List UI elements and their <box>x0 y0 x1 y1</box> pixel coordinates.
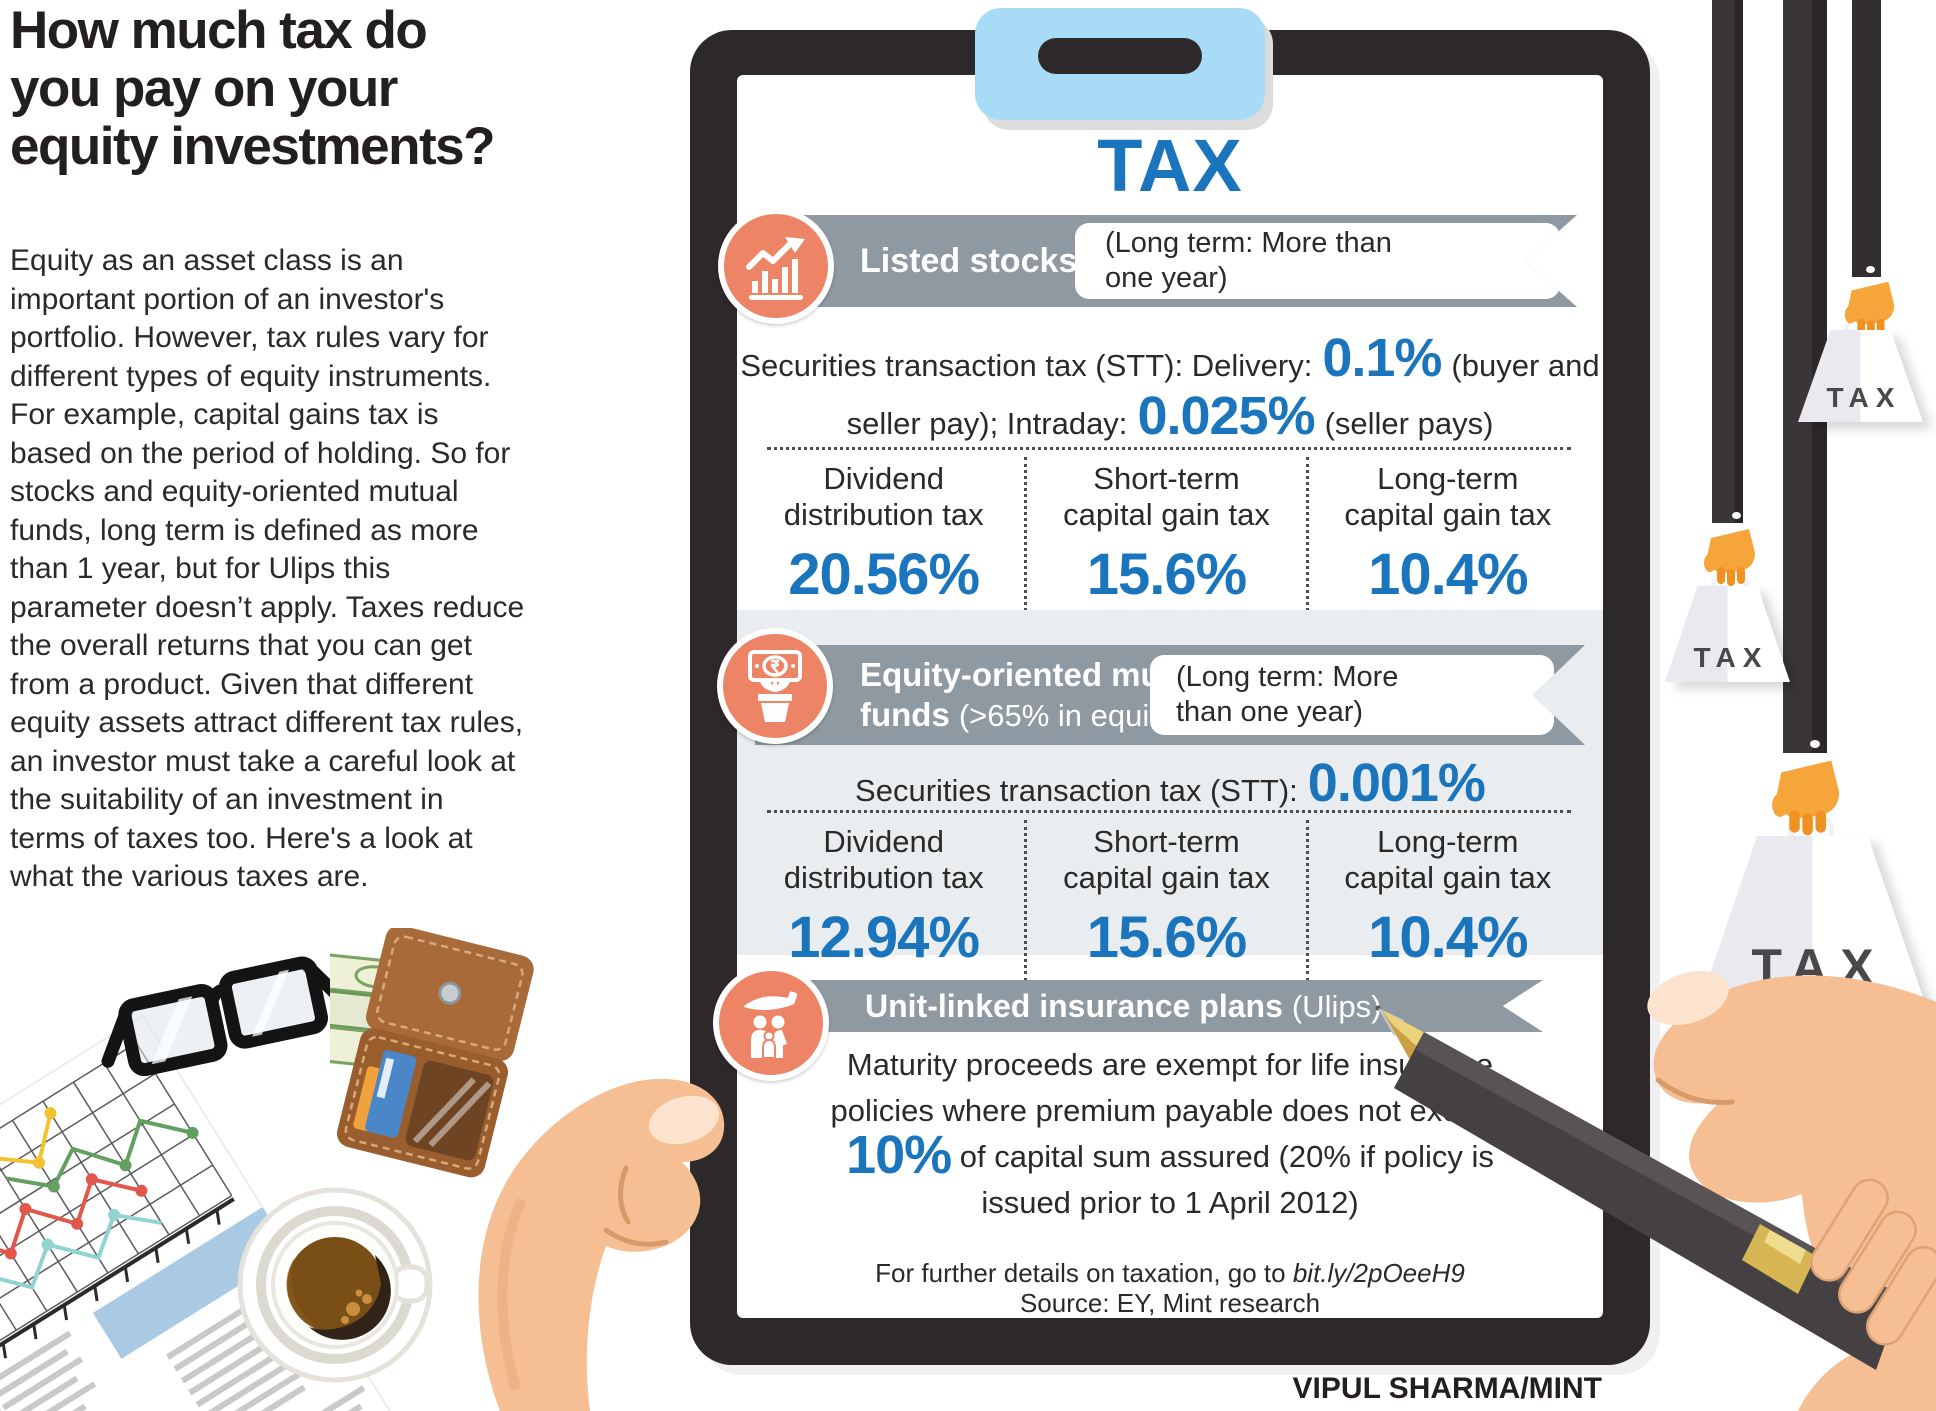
tax-label-line: capital gain tax <box>1344 860 1552 895</box>
tax-rate-cell: Short-term capital gain tax 15.6% <box>1024 820 1305 981</box>
hanging-arm <box>1852 0 1881 277</box>
section-subtitle: (Ulips) <box>1291 989 1382 1024</box>
term-note-box: (Long term: More than one year) <box>1150 655 1554 735</box>
stock-growth-icon <box>718 208 834 324</box>
tax-rate-columns-listed-stocks: Dividend distribution tax 20.56% Short-te… <box>743 457 1587 618</box>
holding-hand-icon <box>1772 752 1840 836</box>
dotted-divider <box>767 810 1571 813</box>
tax-label-line: capital gain tax <box>1063 497 1270 532</box>
stt-rate: 0.001% <box>1307 753 1486 813</box>
stt-text: Securities transaction tax (STT): Delive… <box>740 348 1313 383</box>
tax-label-line: Short-term <box>1093 461 1240 496</box>
coffee-cup-icon <box>237 1187 433 1383</box>
tax-label: Dividend distribution tax <box>749 461 1018 533</box>
page-title-line: you pay on your <box>10 59 398 118</box>
stt-text: Securities transaction tax (STT): <box>855 773 1298 808</box>
term-note-box: (Long term: More than one year) <box>1075 223 1560 299</box>
term-note: (Long term: More than one year) <box>1176 661 1399 728</box>
ulips-body-text: Maturity proceeds are exempt for life in… <box>827 1042 1513 1226</box>
cuff-button <box>1810 740 1820 748</box>
tax-label: Dividend distribution tax <box>749 824 1018 896</box>
section-title: funds <box>860 696 950 733</box>
stt-line-2: seller pay); Intraday: 0.025% (seller pa… <box>737 385 1603 447</box>
tax-weight-label: TAX <box>1693 642 1769 673</box>
tax-value: 12.94% <box>788 905 980 970</box>
cuff-button <box>1866 266 1875 273</box>
mutual-fund-growth-icon <box>717 628 833 744</box>
tax-label-line: Short-term <box>1093 824 1240 859</box>
stt-text: (seller pays) <box>1324 406 1494 441</box>
tax-label-line: distribution tax <box>783 860 984 895</box>
tax-label-line: capital gain tax <box>1063 860 1270 895</box>
tax-label-line: Long-term <box>1377 461 1519 496</box>
tax-value: 15.6% <box>1086 542 1247 607</box>
page-title-line: How much tax do <box>10 1 428 60</box>
eyeglasses-icon <box>101 956 350 1077</box>
artist-credit: VIPUL SHARMA/MINT <box>1292 1372 1602 1405</box>
stt-line-1: Securities transaction tax (STT): Delive… <box>737 327 1603 389</box>
tax-value: 10.4% <box>1368 542 1528 607</box>
clipboard-heading: TAX <box>1097 124 1243 207</box>
stt-rate: 0.025% <box>1137 386 1315 446</box>
section-title: Listed stocks <box>860 242 1078 280</box>
stt-line: Securities transaction tax (STT): 0.001% <box>737 752 1603 814</box>
section-banner-listed-stocks: Listed stocks (Long term: More than one … <box>755 215 1577 307</box>
tax-rate-cell: Long-term capital gain tax 10.4% <box>1305 820 1587 981</box>
tax-rate-cell: Dividend distribution tax 12.94% <box>743 820 1024 981</box>
tax-weight-label: TAX <box>1826 382 1902 413</box>
left-hand-holding-clipboard <box>478 1078 725 1411</box>
term-note: (Long term: More than one year) <box>1105 227 1392 294</box>
tax-rate-cell: Short-term capital gain tax 15.6% <box>1024 457 1305 618</box>
cuff-button <box>1732 512 1741 519</box>
tax-value: 15.6% <box>1086 905 1247 970</box>
tax-label-line: Dividend <box>823 824 944 859</box>
dotted-divider <box>767 447 1571 450</box>
tax-value: 10.4% <box>1368 905 1528 970</box>
tax-label-line: Long-term <box>1377 824 1519 859</box>
tax-label: Short-term capital gain tax <box>1033 824 1299 896</box>
clipboard: TAX Listed stocks (Long term: More than … <box>690 8 1650 1365</box>
tax-label: Short-term capital gain tax <box>1033 461 1299 533</box>
hanging-arm <box>1712 0 1743 523</box>
section-banner-ulips: Unit-linked insurance plans (Ulips) <box>755 980 1543 1032</box>
wallet-with-cash-icon <box>330 928 534 1178</box>
ulips-text: of capital sum assured (20% if policy is… <box>951 1139 1494 1220</box>
stt-text: (buyer and <box>1451 348 1600 383</box>
tax-label-line: distribution tax <box>783 497 984 532</box>
page-title-line: equity investments? <box>10 117 495 176</box>
footer-details: For further details on taxation, go to b… <box>737 1258 1603 1289</box>
section-title: Unit-linked insurance plans <box>865 988 1283 1024</box>
tax-weight: TAX <box>1665 586 1790 682</box>
clipboard-clip <box>975 8 1265 120</box>
stt-text: seller pay); Intraday: <box>846 406 1128 441</box>
footer-text: For further details on taxation, go to <box>875 1258 1293 1288</box>
tax-rate-cell: Long-term capital gain tax 10.4% <box>1305 457 1587 618</box>
footer-link[interactable]: bit.ly/2pOeeH9 <box>1292 1258 1465 1288</box>
tax-label: Long-term capital gain tax <box>1315 461 1581 533</box>
ulips-rate: 10% <box>846 1125 952 1185</box>
holding-hand-icon <box>1704 523 1755 586</box>
tax-rate-columns-mutual-funds: Dividend distribution tax 12.94% Short-te… <box>743 820 1587 981</box>
family-protection-icon <box>713 965 829 1081</box>
page-title: How much tax do you pay on your equity i… <box>10 2 550 176</box>
right-hand-with-pen <box>1375 970 1936 1411</box>
ulips-text: Maturity proceeds are exempt for life in… <box>830 1047 1510 1128</box>
tax-value: 20.56% <box>788 542 980 607</box>
intro-paragraph: Equity as an asset class is an important… <box>10 244 525 893</box>
holding-hand-icon <box>1844 275 1895 337</box>
mutual-funds-panel: Equity-oriented mutual funds (>65% in equ… <box>717 610 1603 981</box>
tax-label-line: Dividend <box>823 461 944 496</box>
source-line: Source: EY, Mint research <box>1019 1288 1321 1318</box>
stt-rate: 0.1% <box>1322 328 1442 388</box>
tax-rate-cell: Dividend distribution tax 20.56% <box>743 457 1024 618</box>
tax-label-line: capital gain tax <box>1344 497 1552 532</box>
section-banner-mutual-funds: Equity-oriented mutual funds (>65% in equ… <box>755 645 1585 745</box>
tax-label: Long-term capital gain tax <box>1315 824 1581 896</box>
clipboard-clip-slot <box>1038 38 1202 74</box>
